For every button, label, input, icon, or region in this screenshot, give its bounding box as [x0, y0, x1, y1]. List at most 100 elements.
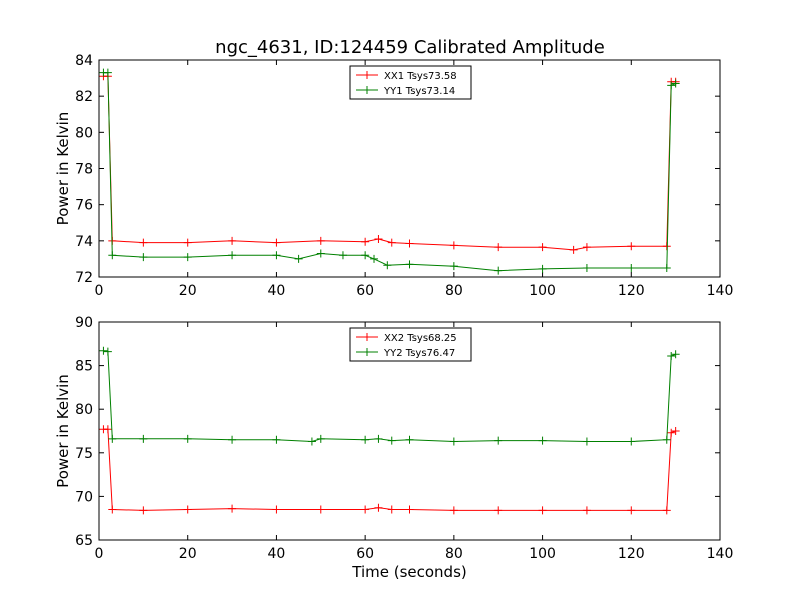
data-point-marker — [538, 243, 547, 252]
data-point-marker — [183, 253, 192, 262]
legend: XX1 Tsys73.58 YY1 Tsys73.14 — [349, 65, 472, 100]
data-point-marker — [108, 434, 117, 443]
y-tick-label: 82 — [75, 89, 93, 105]
y-tick-label: 84 — [75, 53, 93, 69]
x-tick-label: 40 — [268, 546, 286, 562]
data-point-marker — [494, 436, 503, 445]
data-point-marker — [228, 236, 237, 245]
data-point-marker — [272, 505, 281, 514]
x-tick-label: 20 — [179, 546, 197, 562]
data-point-marker — [387, 436, 396, 445]
y-tick-label: 85 — [75, 359, 93, 375]
y-tick-label: 74 — [75, 234, 93, 250]
data-point-marker — [99, 346, 108, 355]
y-tick-label: 90 — [75, 315, 93, 331]
x-tick-label: 0 — [95, 546, 104, 562]
data-point-marker — [139, 434, 148, 443]
chart-title: ngc_4631, ID:124459 Calibrated Amplitude — [215, 37, 605, 58]
data-point-marker — [374, 503, 383, 512]
legend: XX2 Tsys68.25 YY2 Tsys76.47 — [349, 327, 472, 362]
data-point-marker — [662, 506, 671, 515]
data-point-marker — [316, 236, 325, 245]
data-point-marker — [139, 238, 148, 247]
data-point-marker — [316, 434, 325, 443]
x-tick-label: 20 — [179, 283, 197, 299]
x-tick-label: 100 — [529, 546, 556, 562]
data-point-marker — [139, 253, 148, 262]
data-point-marker — [627, 437, 636, 446]
data-point-marker — [272, 251, 281, 260]
data-point-marker — [449, 437, 458, 446]
data-point-marker — [671, 427, 680, 435]
data-point-marker — [582, 243, 591, 252]
data-point-marker — [667, 428, 676, 437]
data-point-marker — [494, 243, 503, 252]
data-point-marker — [374, 434, 383, 443]
y-tick-label: 78 — [75, 162, 93, 178]
data-point-marker — [405, 260, 414, 269]
x-tick-label: 40 — [268, 283, 286, 299]
data-point-marker — [338, 251, 347, 260]
data-point-marker — [582, 506, 591, 515]
data-point-marker — [662, 263, 671, 272]
data-point-marker — [405, 435, 414, 444]
data-point-marker — [183, 434, 192, 443]
y-tick-label: 75 — [75, 446, 93, 462]
legend-label: XX2 Tsys68.25 — [384, 333, 457, 344]
data-point-marker — [361, 237, 370, 246]
x-tick-label: 0 — [95, 283, 104, 299]
x-axis-label: Time (seconds) — [351, 563, 467, 581]
x-tick-label: 60 — [356, 546, 374, 562]
data-point-marker — [627, 263, 636, 272]
data-point-marker — [494, 506, 503, 515]
data-point-marker — [383, 261, 392, 270]
data-point-marker — [387, 505, 396, 514]
data-point-marker — [671, 79, 680, 88]
data-point-marker — [449, 241, 458, 250]
data-point-marker — [449, 262, 458, 271]
x-tick-label: 80 — [445, 546, 463, 562]
bottom-subplot: 0 20 40 60 80 100 120 140 65 70 75 80 85 90 Power in K… — [54, 315, 733, 581]
data-point-marker — [387, 238, 396, 247]
data-point-marker — [103, 347, 112, 356]
legend-label: XX1 Tsys73.58 — [384, 71, 457, 82]
series-line — [103, 72, 676, 272]
data-point-marker — [405, 505, 414, 514]
data-point-marker — [183, 238, 192, 247]
y-tick-label: 65 — [75, 533, 93, 549]
legend-marker — [363, 71, 371, 79]
data-point-marker — [449, 506, 458, 515]
legend-box — [349, 327, 472, 362]
data-point-marker — [103, 425, 112, 434]
data-point-marker — [361, 435, 370, 444]
data-point-marker — [272, 238, 281, 247]
data-point-marker — [307, 437, 316, 446]
data-point-marker — [228, 435, 237, 444]
data-point-marker — [538, 506, 547, 515]
x-tick-label: 140 — [707, 283, 734, 299]
data-point-marker — [667, 81, 676, 90]
x-tick-label: 120 — [618, 283, 645, 299]
top-subplot: 0 20 40 60 80 100 120 140 72 74 76 78 80 82 84 Power in… — [54, 53, 733, 299]
data-point-marker — [103, 68, 112, 77]
legend-marker — [363, 86, 371, 94]
data-point-marker — [183, 505, 192, 514]
data-point-marker — [139, 506, 148, 515]
x-tick-label: 60 — [356, 283, 374, 299]
data-point-marker — [582, 437, 591, 446]
data-point-marker — [272, 435, 281, 444]
data-point-marker — [374, 235, 383, 244]
data-point-marker — [582, 263, 591, 272]
data-point-marker — [671, 350, 680, 359]
legend-marker — [363, 348, 371, 356]
series-line — [103, 428, 676, 511]
y-tick-label: 76 — [75, 198, 93, 214]
data-point-marker — [361, 251, 370, 260]
data-point-marker — [228, 251, 237, 260]
plot-frame — [98, 321, 721, 541]
y-tick-label: 70 — [75, 489, 93, 505]
data-point-marker — [627, 242, 636, 251]
x-tick-label: 120 — [618, 546, 645, 562]
